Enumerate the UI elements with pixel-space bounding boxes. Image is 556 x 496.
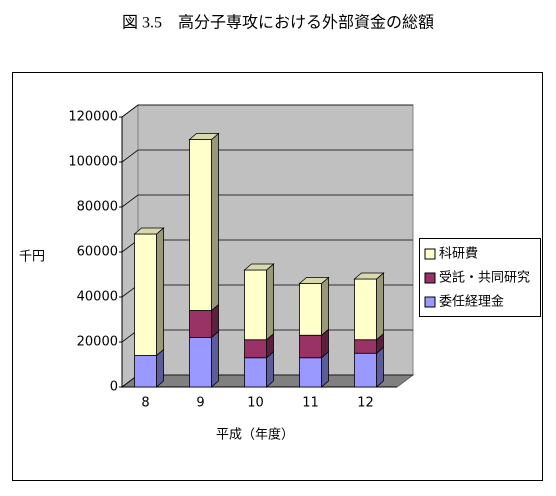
bar-top [298,277,330,284]
bar [133,227,165,357]
y-axis-label: 千円 [19,250,45,265]
bar-side [266,263,274,341]
legend-box [419,238,541,317]
legend-label: 委任経理金 [439,294,504,310]
y-tick-label: 20000 [77,335,118,350]
bar-front [189,139,212,311]
bar-front [354,339,377,354]
bar [189,330,219,388]
bar-side [211,330,219,388]
y-tick-label: 40000 [77,290,118,305]
bar-front [244,339,267,359]
chart-title: 図 3.5 高分子専攻における外部資金の総額 [122,14,434,32]
y-tick-label: 120000 [68,110,118,125]
bar [299,328,329,359]
grid-line [121,149,413,163]
y-tick-label: 80000 [77,200,118,215]
bar [243,263,275,341]
bar-front [189,310,212,338]
bar-front [354,278,377,341]
bar-top [353,272,385,280]
bar-front [299,283,322,336]
legend-swatch [424,296,436,308]
bar-front [299,357,322,388]
legend-swatch [424,272,436,284]
legend-label: 受託・共同研究 [439,270,530,286]
bar-front [134,233,157,356]
bar-side [156,227,164,357]
x-tick-label: 12 [357,396,374,411]
bar [298,276,330,337]
bar-front [299,334,322,359]
legend-label: 科研費 [439,247,478,262]
bar [188,132,220,312]
bar-top [188,133,220,140]
grid-line [121,194,413,208]
bar [299,350,329,388]
bar-side [376,346,384,388]
bar-front [134,355,157,388]
legend-swatch [424,248,436,260]
bar-top [133,227,165,235]
bar-side [376,272,384,341]
chart-frame [12,72,543,481]
grid-line [121,104,413,118]
y-tick-label: 100000 [68,155,118,170]
x-tick-label: 11 [302,396,319,411]
bar-side [321,276,329,337]
bar-front [244,357,267,388]
bar-top [243,263,275,271]
x-tick-label: 8 [141,396,149,411]
y-tick-label: 0 [110,380,118,395]
bar-front [354,352,377,388]
bar-side [211,132,219,312]
bar [353,272,385,341]
bar-front [189,337,212,388]
bar [354,346,384,388]
x-tick-label: 9 [196,396,204,411]
bar-front [244,269,267,341]
x-axis-label: 平成（年度） [216,427,294,443]
x-tick-label: 10 [247,396,264,411]
y-tick-label: 60000 [77,245,118,260]
